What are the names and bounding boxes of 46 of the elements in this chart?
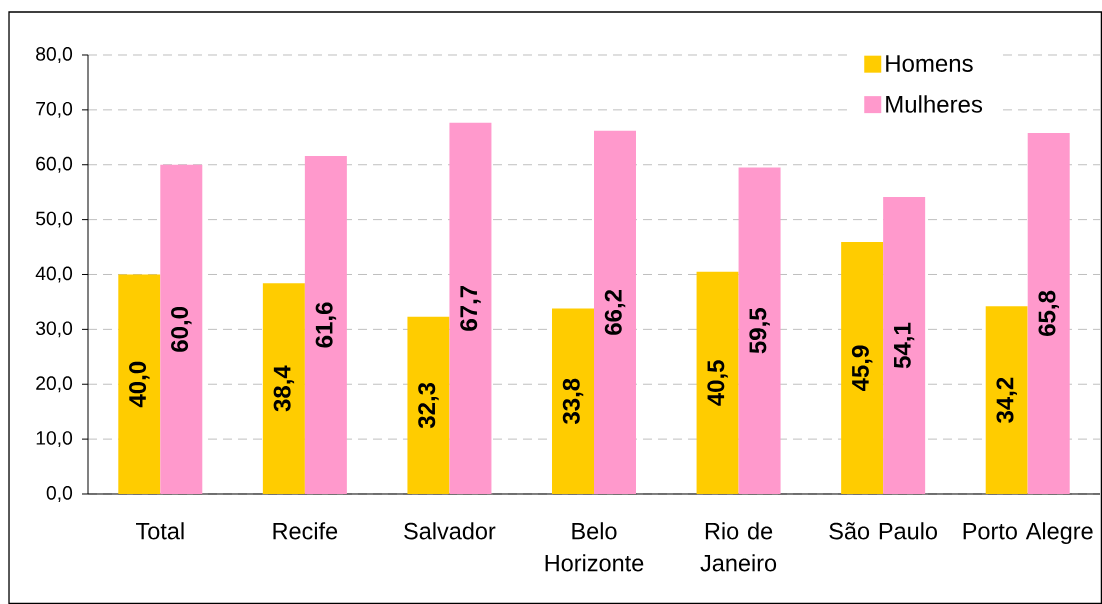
data-label: 32,3 [418, 382, 439, 429]
y-tick-label: 30,0 [35, 321, 73, 338]
x-tick-label: Rio de Janeiro [700, 522, 777, 572]
y-tick-label: 40,0 [35, 266, 73, 283]
bar [841, 242, 884, 494]
x-tick-label: Recife [273, 522, 338, 540]
y-tick-label: 70,0 [36, 101, 73, 118]
bar [118, 274, 161, 494]
y-tick-label: 20,0 [36, 376, 73, 393]
y-tick-label: 80,0 [36, 47, 73, 63]
data-label: 67,7 [460, 285, 481, 331]
data-label: 66,2 [604, 289, 626, 335]
data-label: 38,4 [273, 365, 295, 412]
bar [985, 306, 1028, 494]
data-label: 61,6 [315, 302, 337, 348]
data-label: 40,5 [707, 360, 728, 406]
bar [696, 271, 739, 494]
data-label: 54,1 [894, 322, 915, 369]
data-label: 34,2 [996, 377, 1017, 423]
bar [594, 130, 636, 494]
data-label: 60,0 [171, 307, 192, 352]
bar [160, 164, 203, 494]
bar [1027, 132, 1070, 494]
bar [304, 155, 347, 494]
legend-label: Homens [886, 55, 973, 72]
bar [738, 167, 781, 494]
bar [262, 283, 305, 494]
x-tick-label: Porto Alegre [963, 522, 1093, 545]
legend-label: Mulheres [886, 95, 983, 113]
x-tick-label: Salvador [404, 522, 496, 540]
bar [407, 316, 450, 494]
y-tick-label: 0,0 [46, 486, 73, 502]
bar [449, 122, 492, 494]
data-label: 40,0 [129, 361, 150, 408]
data-label: 65,8 [1038, 290, 1059, 336]
data-label: 59,5 [749, 308, 770, 354]
y-tick-label: 10,0 [36, 431, 73, 448]
bar [552, 308, 594, 494]
y-tick-label: 50,0 [36, 211, 73, 228]
bar [883, 197, 926, 494]
data-label: 33,8 [562, 378, 584, 425]
x-tick-label: Belo Horizonte [545, 522, 644, 572]
y-tick-label: 60,0 [36, 156, 73, 173]
x-tick-label: Total [136, 522, 184, 540]
data-label: 45,9 [851, 345, 873, 392]
x-tick-label: São Paulo [829, 522, 937, 540]
